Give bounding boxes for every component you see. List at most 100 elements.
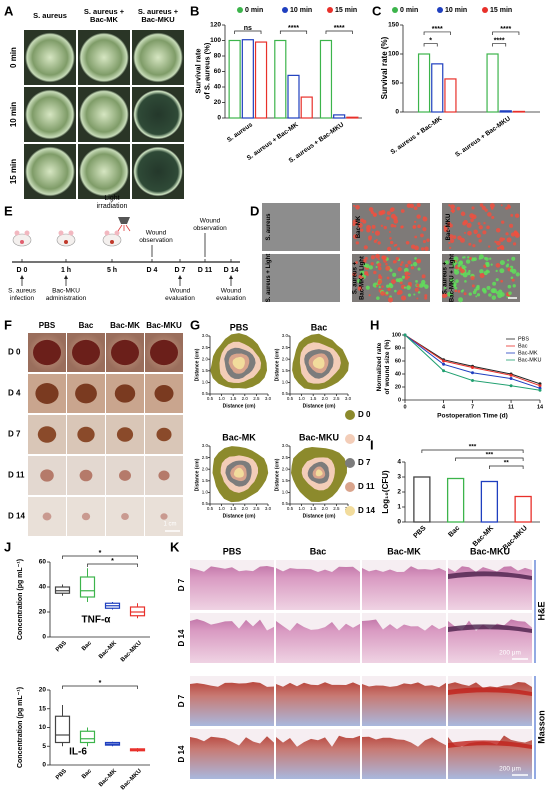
cell (420, 247, 425, 251)
legend-marker (345, 458, 355, 468)
significance-label: *** (486, 452, 494, 459)
cell (385, 265, 391, 271)
cell (389, 240, 394, 245)
point (471, 379, 474, 382)
scale-label: 200 μm (499, 766, 521, 773)
point (471, 371, 474, 375)
cell (475, 295, 478, 298)
wound (111, 339, 139, 366)
wound-trace (233, 467, 244, 478)
category-label: PBS (412, 525, 427, 540)
x-tick-label: 0.5 (287, 396, 294, 401)
cell (386, 211, 391, 215)
cell (426, 238, 430, 242)
arrow-head (178, 275, 182, 279)
significance-bracket (492, 43, 507, 47)
cell (467, 256, 470, 259)
label-line: Wound (146, 229, 167, 236)
label-line: S. aureus (8, 287, 37, 294)
cell (392, 260, 397, 264)
x-tick-label: 1.0 (298, 506, 305, 511)
cell (422, 240, 427, 244)
cell (499, 245, 502, 249)
cell (386, 284, 390, 288)
cell (360, 218, 364, 223)
mouse-ear (114, 230, 120, 236)
bar (413, 476, 431, 523)
y-tick-label: 1.5 (282, 368, 289, 373)
tissue-layer (448, 571, 532, 580)
significance-label: **** (288, 25, 299, 32)
cell (364, 271, 369, 276)
significance-bracket (423, 43, 438, 47)
cell (404, 271, 409, 276)
label-line: Bac-MK (90, 15, 119, 24)
scale-label: 1 cm (163, 522, 176, 528)
cell (465, 259, 471, 264)
bar (417, 53, 431, 113)
legend-label: Bac-MKU (518, 357, 542, 363)
cell (506, 263, 510, 266)
y-tick-label: 1.5 (282, 478, 289, 483)
x-tick-label: 1.5 (230, 506, 237, 511)
cell (386, 276, 390, 280)
cell (495, 227, 501, 233)
significance-bracket (325, 30, 353, 34)
column-header: Bac-MK (110, 321, 140, 330)
cell (393, 224, 397, 228)
y-tick-label: 2.5 (202, 345, 209, 350)
y-axis-label: Survival rate (%) (380, 36, 389, 99)
cell (451, 211, 455, 214)
bar (486, 53, 499, 113)
y-tick-label: 0 (397, 519, 401, 526)
x-axis-label: Distance (cm) (223, 513, 256, 519)
y-tick-label: 5 (42, 743, 46, 750)
significance-label: *** (469, 444, 477, 451)
column-header: PBS (39, 321, 56, 330)
y-tick-label: 100 (210, 37, 221, 44)
category-label: PBS (55, 768, 68, 781)
timepoint-label: D 7 (175, 267, 186, 274)
cell (476, 233, 481, 238)
cell (421, 274, 426, 279)
cell (370, 210, 374, 214)
y-tick-label: 2.5 (282, 345, 289, 350)
column-header: Bac-MKU (470, 546, 510, 556)
x-tick-label: 2.0 (322, 396, 329, 401)
y-axis-label: Distance (cm) (274, 348, 280, 381)
cell (469, 213, 475, 219)
cell (377, 241, 381, 245)
cell (490, 288, 496, 294)
cell (497, 292, 503, 299)
cell (477, 222, 481, 226)
x-axis-label: Distance (cm) (303, 513, 336, 519)
tissue-layer (448, 687, 532, 696)
panel-letter: B (190, 3, 199, 18)
cell (457, 290, 461, 293)
cell (495, 291, 499, 295)
tissue-edge (362, 729, 446, 747)
cell (385, 263, 388, 266)
cell (370, 255, 376, 260)
row-label: D 4 (8, 389, 21, 398)
cell (507, 205, 512, 209)
significance-label: **** (494, 37, 505, 44)
tissue-edge (190, 613, 274, 631)
cell (486, 270, 490, 274)
cell (495, 269, 498, 273)
cell (512, 242, 517, 246)
significance-bracket (492, 31, 520, 35)
label-line: S. aureus + (352, 261, 358, 294)
legend-marker (282, 7, 288, 13)
label-line: of S. aureus (%) (202, 42, 211, 99)
y-axis-label: Distance (cm) (274, 458, 280, 491)
row-label: D 0 (8, 348, 21, 357)
label-line: Bac-MKU (141, 15, 174, 24)
cell (424, 296, 428, 300)
cell (414, 220, 417, 223)
wound (119, 470, 131, 481)
cell (452, 235, 457, 240)
cell (400, 225, 404, 229)
panel-letter: J (4, 539, 11, 554)
panel-letter: I (370, 437, 374, 452)
